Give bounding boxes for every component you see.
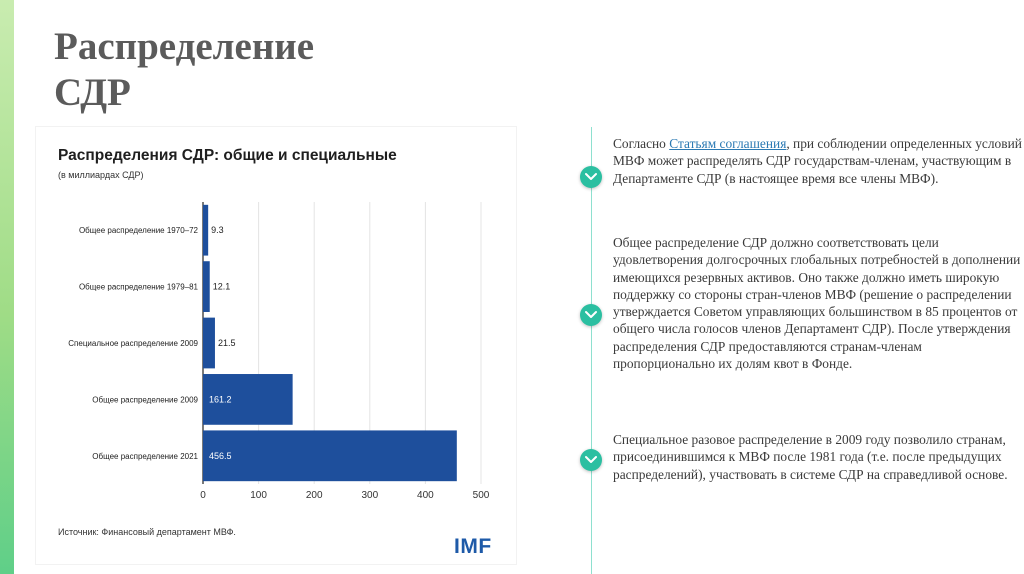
data-label: 456.5	[209, 451, 232, 461]
chevron-down-icon[interactable]	[580, 449, 602, 471]
x-tick-label: 0	[200, 490, 206, 501]
chevron-down-icon[interactable]	[580, 304, 602, 326]
timeline-line	[591, 127, 592, 574]
x-tick-label: 400	[417, 490, 434, 501]
x-tick-label: 500	[473, 490, 490, 501]
paragraph-2: Общее распределение СДР должно соответст…	[613, 235, 1021, 372]
paragraph-1-suffix: , при соблюдении определенных условий МВ…	[613, 136, 1022, 186]
data-label: 12.1	[213, 282, 231, 292]
bar	[203, 204, 209, 256]
category-label: Общее распределение 2009	[92, 395, 198, 404]
accent-bar	[0, 0, 14, 574]
chart-subtitle: (в миллиардах СДР)	[58, 170, 144, 180]
data-label: 161.2	[209, 394, 232, 404]
paragraph-1: Согласно Статьям соглашения, при соблюде…	[613, 135, 1023, 187]
data-label: 21.5	[218, 338, 236, 348]
imf-logo: IMF	[454, 535, 492, 558]
x-tick-label: 200	[306, 490, 323, 501]
x-tick-label: 100	[250, 490, 267, 501]
bar	[203, 430, 457, 482]
category-label: Общее распределение 1970–72	[79, 226, 199, 235]
category-label: Общее распределение 1979–81	[79, 283, 199, 292]
slide-title: Распределение СДР	[54, 24, 474, 116]
category-label: Общее распределение 2021	[92, 452, 198, 461]
chart-card: Распределения СДР: общие и специальные (…	[36, 127, 516, 564]
chart-source: Источник: Финансовый департамент МВФ.	[58, 527, 236, 537]
chart-title: Распределения СДР: общие и специальные	[58, 147, 397, 164]
bar-chart: 0 100 200 300 400 500 Общее распределение 1970…	[68, 202, 490, 501]
paragraph-1-prefix: Согласно	[613, 136, 670, 151]
data-label: 9.3	[211, 225, 224, 235]
title-line-2: СДР	[54, 71, 131, 114]
title-line-1: Распределение	[54, 25, 315, 68]
x-tick-label: 300	[361, 490, 378, 501]
bar	[203, 261, 210, 312]
chevron-down-icon[interactable]	[580, 166, 602, 188]
articles-of-agreement-link[interactable]: Статьям соглашения	[669, 136, 787, 151]
category-label: Специальное распределение 2009	[68, 339, 198, 348]
paragraph-3: Специальное разовое распределение в 2009…	[613, 432, 1008, 482]
bar	[203, 374, 293, 425]
bar	[203, 317, 215, 369]
